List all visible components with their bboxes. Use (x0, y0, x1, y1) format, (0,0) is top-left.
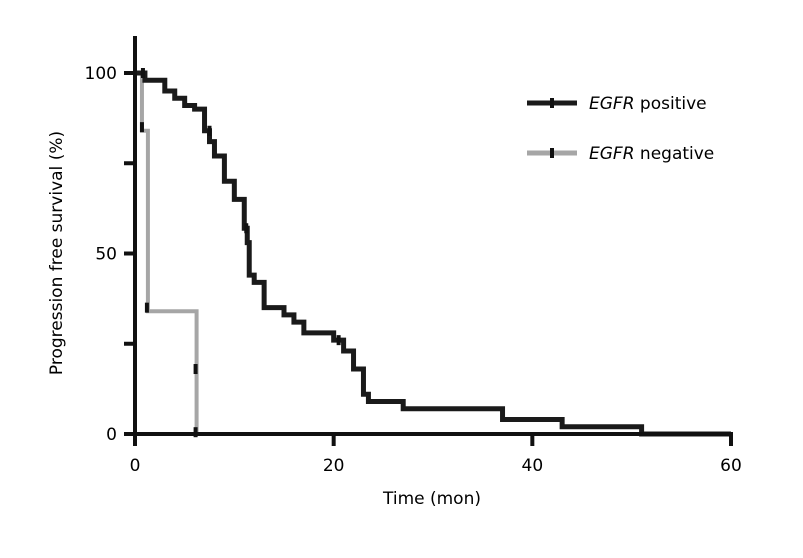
y-tick-label: 0 (106, 425, 117, 445)
legend-label-gene: EGFR (589, 144, 635, 164)
series-line-egfr-negative (135, 71, 199, 434)
y-axis-title: Progression free survival (%) (47, 131, 67, 375)
legend-label: EGFR negative (589, 144, 714, 164)
x-tick-label: 60 (720, 456, 742, 476)
x-tick-label: 0 (130, 456, 141, 476)
x-tick-label: 40 (522, 456, 544, 476)
y-tick-label: 100 (85, 64, 117, 84)
series-line-egfr-positive (135, 70, 731, 437)
axis-ticks: 0 20 40 60 0 50 100 (85, 64, 742, 476)
x-axis-title: Time (mon) (382, 489, 481, 509)
legend-label-status: positive (635, 94, 707, 114)
legend-label-gene: EGFR (589, 94, 635, 114)
plot-area (135, 68, 731, 438)
legend-label: EGFR positive (589, 94, 707, 114)
x-tick-label: 20 (323, 456, 345, 476)
y-tick-label: 50 (95, 245, 117, 265)
legend-label-status: negative (635, 144, 715, 164)
